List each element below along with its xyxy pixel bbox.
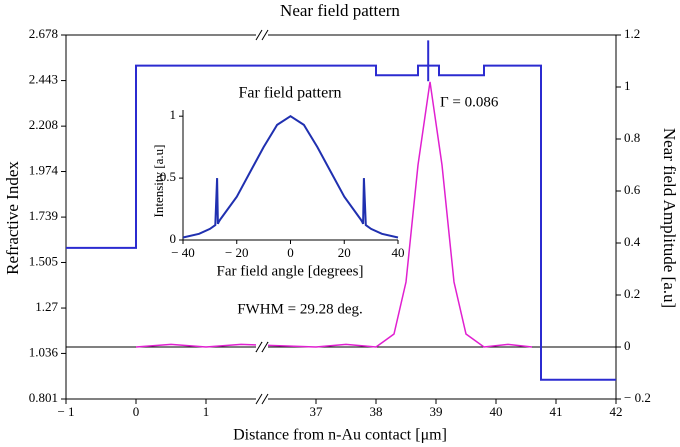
inset-x-tick-label: − 20 bbox=[225, 245, 249, 260]
inset-x-tick-label: 40 bbox=[392, 245, 405, 260]
y2-tick-label: 0 bbox=[624, 338, 631, 353]
annotation: Γ = 0.086 bbox=[440, 94, 499, 110]
y2-axis-label: Near field Amplitude [a.u] bbox=[660, 128, 679, 308]
x-tick-label: 0 bbox=[133, 404, 140, 419]
y-tick-label: 2.208 bbox=[29, 117, 58, 132]
axis-break bbox=[261, 341, 269, 353]
y-tick-label: 1.739 bbox=[29, 208, 58, 223]
x-tick-label: 40 bbox=[490, 404, 503, 419]
x-tick-label: 42 bbox=[610, 404, 623, 419]
axis-break-gap bbox=[256, 343, 268, 351]
chart-title: Near field pattern bbox=[280, 1, 400, 20]
x-tick-label: 41 bbox=[550, 404, 563, 419]
y-axis-label: Refractive Index bbox=[3, 161, 22, 275]
y2-tick-label: 0.4 bbox=[624, 234, 641, 249]
y2-tick-label: 0.8 bbox=[624, 130, 640, 145]
x-tick-label: 38 bbox=[370, 404, 383, 419]
inset-x-label: Far field angle [degrees] bbox=[216, 263, 363, 279]
inset-x-tick-label: 0 bbox=[287, 245, 294, 260]
axis-break-gap bbox=[256, 395, 268, 403]
inset-y-tick-label: 1 bbox=[170, 107, 177, 122]
inset-x-tick-label: 20 bbox=[338, 245, 351, 260]
series-line bbox=[182, 115, 399, 239]
x-tick-label: 1 bbox=[203, 404, 210, 419]
y2-tick-label: − 0.2 bbox=[624, 390, 651, 405]
axis-break bbox=[261, 393, 269, 405]
axis-break bbox=[255, 341, 263, 353]
y2-tick-label: 1.2 bbox=[624, 26, 640, 41]
inset-x-tick-label: − 40 bbox=[171, 245, 195, 260]
y-tick-label: 1.27 bbox=[35, 299, 58, 314]
axis-break bbox=[255, 29, 263, 41]
axis-break-gap bbox=[256, 31, 268, 39]
x-axis-label: Distance from n-Au contact [μm] bbox=[233, 427, 447, 444]
series-line bbox=[66, 40, 616, 381]
y2-tick-label: 1 bbox=[624, 78, 631, 93]
axis-break bbox=[261, 29, 269, 41]
series-line bbox=[135, 81, 533, 348]
x-tick-label: 37 bbox=[310, 404, 324, 419]
x-tick-label: − 1 bbox=[57, 404, 74, 419]
inset-y-label: Intensity [a.u] bbox=[151, 145, 166, 218]
axis-break bbox=[255, 393, 263, 405]
inset-y-tick-label: 0.5 bbox=[160, 169, 176, 184]
annotation: FWHM = 29.28 deg. bbox=[237, 301, 363, 317]
y-tick-label: 0.801 bbox=[29, 390, 58, 405]
y-tick-label: 1.036 bbox=[29, 344, 59, 359]
y2-tick-label: 0.2 bbox=[624, 286, 640, 301]
x-tick-label: 39 bbox=[430, 404, 443, 419]
y-tick-label: 2.443 bbox=[29, 72, 58, 87]
y-tick-label: 2.678 bbox=[29, 26, 58, 41]
y-tick-label: 1.974 bbox=[29, 163, 59, 178]
inset-y-tick-label: 0 bbox=[170, 231, 177, 246]
inset-title: Far field pattern bbox=[238, 85, 341, 102]
y2-tick-label: 0.6 bbox=[624, 182, 641, 197]
y-tick-label: 1.505 bbox=[29, 253, 58, 268]
